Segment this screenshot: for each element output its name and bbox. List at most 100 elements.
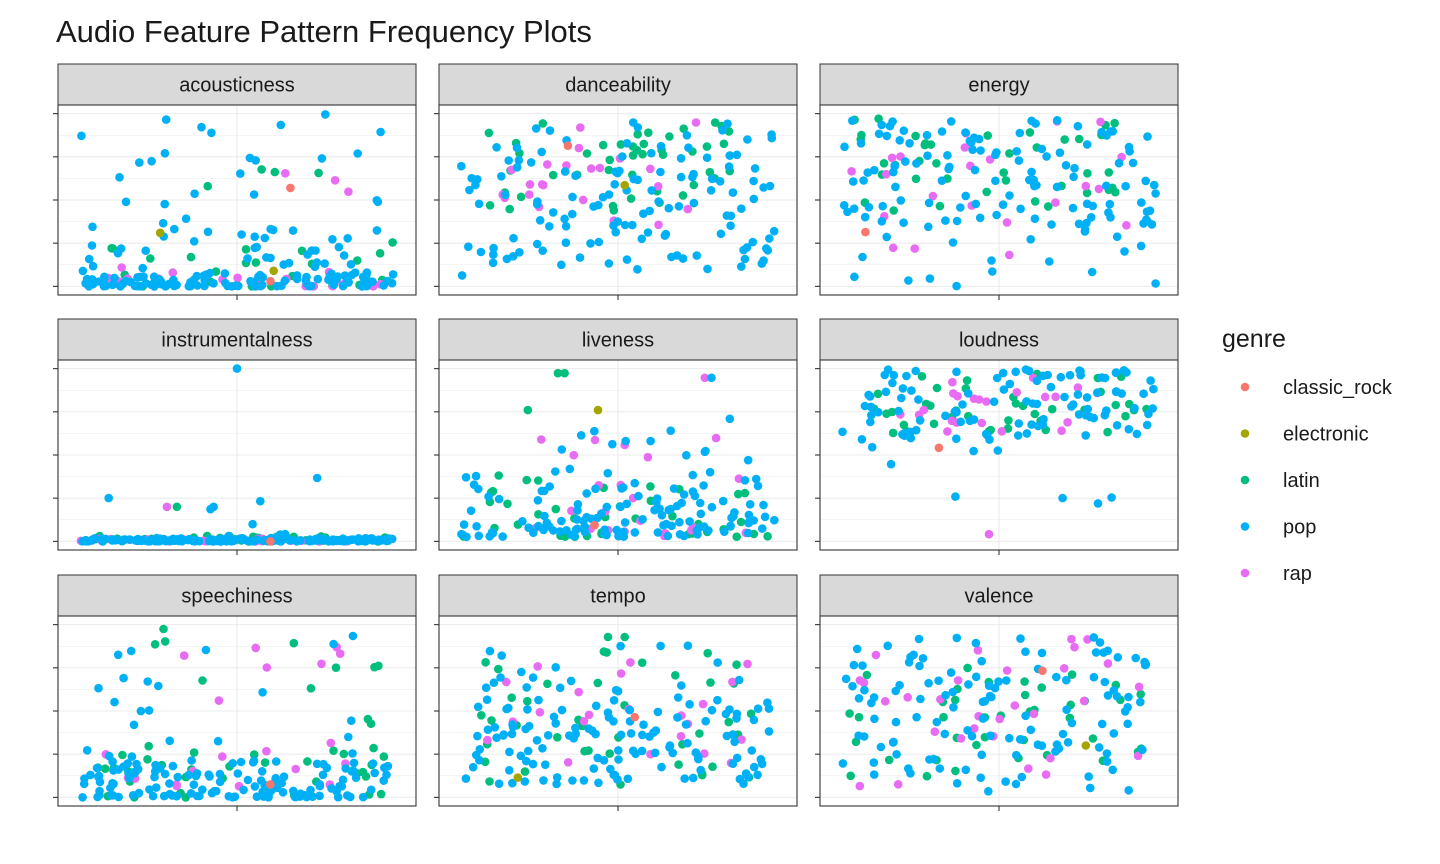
- data-point-pop: [243, 775, 253, 785]
- facet-label: acousticness: [179, 75, 295, 97]
- data-point-rap: [563, 758, 573, 767]
- data-point-pop: [613, 686, 623, 696]
- data-point-pop: [110, 273, 119, 283]
- data-point-pop: [675, 517, 684, 527]
- data-point-pop: [603, 708, 613, 717]
- panel-border: [57, 104, 417, 296]
- data-point-latin: [1067, 670, 1077, 679]
- data-point-pop: [991, 176, 1000, 186]
- data-point-pop: [1093, 499, 1103, 508]
- data-point-pop: [497, 172, 506, 181]
- data-point-latin: [695, 729, 704, 738]
- data-point-pop: [673, 693, 683, 702]
- data-point-pop: [160, 769, 170, 779]
- data-point-pop: [749, 194, 759, 204]
- data-point-latin: [329, 746, 338, 755]
- data-point-pop: [1117, 389, 1126, 398]
- data-point-pop: [666, 426, 675, 436]
- data-point-rap: [1079, 696, 1089, 706]
- data-point-latin: [1074, 134, 1084, 144]
- data-point-pop: [187, 756, 196, 765]
- data-point-latin: [1004, 416, 1013, 425]
- data-point-pop: [223, 281, 232, 291]
- data-point-pop: [1124, 424, 1134, 434]
- data-point-pop: [321, 110, 330, 119]
- data-point-pop: [1026, 725, 1036, 735]
- data-point-pop: [637, 234, 647, 244]
- data-point-latin: [734, 489, 743, 499]
- data-point-pop: [974, 134, 984, 144]
- data-point-pop: [1081, 411, 1091, 420]
- data-point-latin: [939, 712, 948, 722]
- data-point-latin: [485, 777, 494, 786]
- data-point-latin: [665, 132, 674, 141]
- data-point-pop: [886, 459, 896, 469]
- data-point-pop: [1094, 743, 1104, 752]
- data-point-latin: [388, 238, 397, 247]
- data-point-pop: [894, 406, 903, 416]
- data-point-pop: [551, 663, 560, 672]
- data-point-pop: [210, 786, 219, 796]
- data-point-pop: [104, 751, 114, 761]
- data-point-pop: [940, 729, 950, 739]
- data-point-latin: [740, 488, 750, 498]
- data-point-pop: [537, 486, 547, 496]
- data-point-pop: [179, 535, 188, 545]
- data-point-pop: [621, 436, 630, 446]
- data-point-pop: [1102, 749, 1112, 758]
- data-point-rap: [1133, 751, 1143, 761]
- data-point-pop: [236, 169, 245, 178]
- data-point-pop: [740, 476, 750, 485]
- data-point-pop: [215, 777, 225, 787]
- data-point-pop: [260, 233, 270, 243]
- data-point-pop: [272, 281, 282, 291]
- data-point-pop: [1082, 218, 1091, 228]
- data-point-latin: [520, 767, 530, 776]
- data-point-rap: [162, 502, 172, 512]
- data-point-pop: [328, 235, 337, 244]
- data-point-pop: [515, 248, 524, 257]
- data-point-pop: [987, 256, 996, 265]
- data-point-pop: [864, 202, 874, 212]
- data-point-latin: [477, 711, 486, 720]
- data-point-rap: [576, 123, 585, 132]
- legend: genre classic_rock electronic latin pop rap: [1222, 325, 1393, 585]
- data-point-pop: [172, 791, 181, 801]
- data-point-pop: [616, 502, 625, 512]
- data-point-pop: [864, 390, 873, 400]
- data-point-rap: [616, 669, 626, 678]
- data-point-pop: [539, 525, 548, 535]
- data-point-latin: [972, 740, 981, 750]
- data-point-pop: [381, 535, 391, 545]
- data-point-latin: [186, 252, 196, 262]
- data-point-pop: [109, 766, 118, 775]
- data-point-pop: [839, 201, 849, 210]
- data-point-pop: [1112, 692, 1122, 701]
- data-point-pop: [312, 759, 322, 769]
- data-point-pop: [144, 706, 154, 715]
- data-point-pop: [841, 674, 851, 684]
- data-point-pop: [854, 731, 863, 740]
- data-point-pop: [568, 209, 577, 219]
- data-point-pop: [969, 446, 978, 456]
- data-point-pop: [543, 731, 553, 740]
- data-point-latin: [899, 420, 909, 430]
- data-point-pop: [576, 431, 586, 440]
- data-point-pop: [523, 705, 532, 714]
- data-point-pop: [1130, 403, 1139, 413]
- data-point-pop: [916, 694, 925, 704]
- data-point-pop: [209, 279, 218, 288]
- data-point-pop: [258, 280, 267, 290]
- data-point-pop: [504, 703, 513, 713]
- data-point-pop: [906, 652, 915, 662]
- data-point-rap: [970, 724, 979, 733]
- data-point-pop: [557, 445, 567, 454]
- data-point-rap: [214, 696, 224, 705]
- data-point-latin: [379, 752, 389, 761]
- data-point-pop: [915, 416, 925, 425]
- data-point-pop: [904, 764, 913, 773]
- data-point-pop: [1032, 376, 1042, 386]
- data-point-latin: [553, 733, 562, 742]
- data-point-pop: [551, 719, 560, 728]
- data-point-pop: [121, 197, 131, 207]
